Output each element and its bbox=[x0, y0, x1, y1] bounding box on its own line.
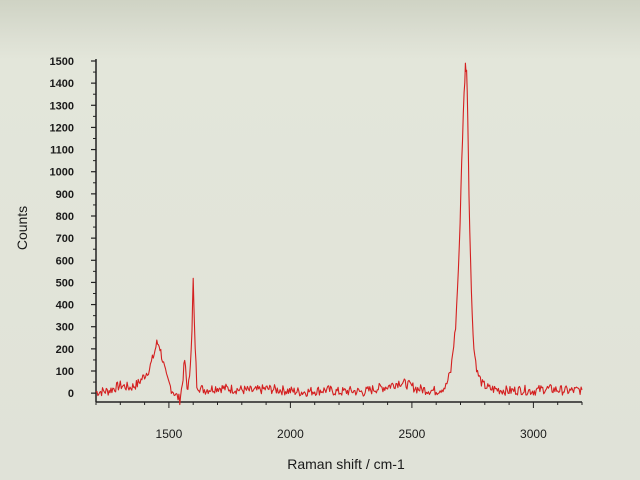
y-tick-label: 1400 bbox=[50, 78, 74, 90]
x-tick-label: 2000 bbox=[277, 427, 304, 441]
series-layer bbox=[95, 62, 583, 406]
y-axis-title: Counts bbox=[14, 206, 30, 250]
y-tick-label: 1000 bbox=[50, 167, 74, 179]
y-tick-label: 400 bbox=[56, 300, 74, 312]
y-tick-label: 1100 bbox=[50, 145, 74, 157]
y-tick-label: 800 bbox=[56, 211, 74, 223]
x-tick-label: 1500 bbox=[156, 427, 183, 441]
x-tick-label: 2500 bbox=[399, 427, 426, 441]
y-tick-label: 200 bbox=[56, 344, 74, 356]
x-axis: 1500 2000 2500 3000 bbox=[95, 401, 583, 441]
x-tick-label: 3000 bbox=[520, 427, 547, 441]
x-axis-title: Raman shift / cm-1 bbox=[287, 456, 405, 472]
y-tick-label: 500 bbox=[56, 277, 74, 289]
y-tick-label: 600 bbox=[56, 255, 74, 267]
spectrum-series-line bbox=[95, 62, 583, 406]
y-tick-label: 1500 bbox=[50, 56, 74, 68]
y-tick-label: 1300 bbox=[50, 100, 74, 112]
y-tick-label: 100 bbox=[56, 366, 74, 378]
y-tick-label: 0 bbox=[68, 388, 74, 400]
y-axis: 0 100 200 300 400 500 600 700 800 900 1000 1100 1200… bbox=[50, 56, 97, 402]
y-tick-label: 900 bbox=[56, 189, 74, 201]
y-tick-label: 1200 bbox=[50, 122, 74, 134]
y-tick-label: 700 bbox=[56, 233, 74, 245]
y-tick-label: 300 bbox=[56, 322, 74, 334]
